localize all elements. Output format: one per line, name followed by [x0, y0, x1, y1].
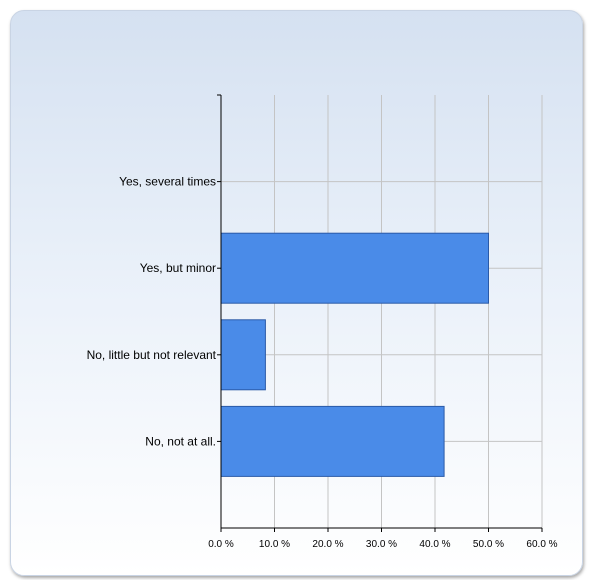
category-label: No, little but not relevant [87, 348, 217, 362]
axes [217, 94, 543, 532]
bar [220, 405, 445, 477]
x-tick-label: 30.0 % [366, 539, 397, 550]
x-tick-label: 10.0 % [259, 539, 290, 550]
category-label: No, not at all. [145, 434, 216, 448]
category-label: Yes, several times [119, 175, 216, 189]
x-tick-label: 50.0 % [473, 539, 504, 550]
bar [220, 232, 489, 304]
x-tick-label: 0.0 % [208, 539, 234, 550]
x-tick-label: 60.0 % [526, 539, 557, 550]
category-labels: Yes, several times Yes, but minor No, litt… [87, 175, 217, 449]
x-tick-label: 20.0 % [312, 539, 343, 550]
x-tick-labels: 0.0 % 10.0 % 20.0 % 30.0 % 40.0 % 50.0 % 60.0 … [208, 539, 557, 550]
x-tick-label: 40.0 % [419, 539, 450, 550]
bar [220, 319, 266, 391]
category-label: Yes, but minor [140, 261, 216, 275]
